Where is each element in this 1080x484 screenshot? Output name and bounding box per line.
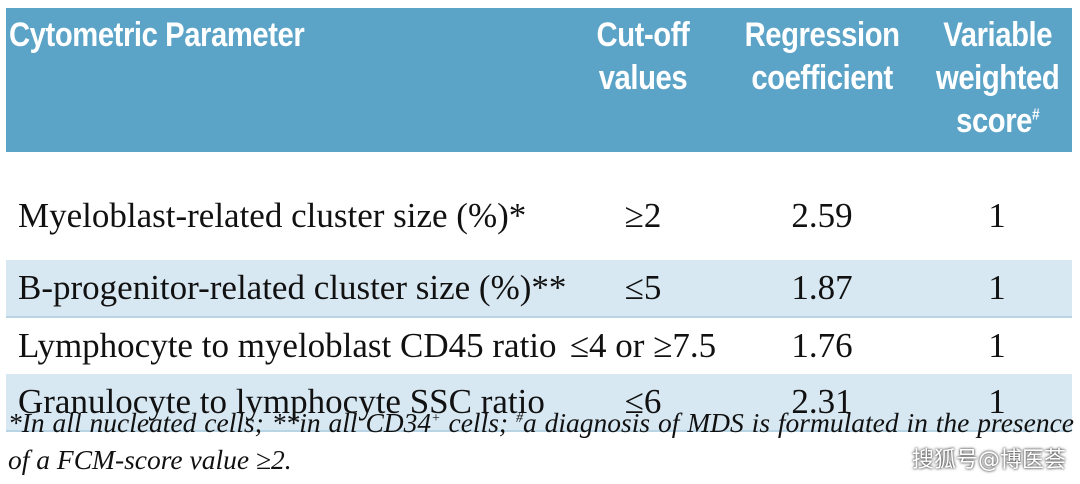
footnote-sup-hash: # bbox=[515, 410, 523, 426]
table-row: Lymphocyte to myeloblast CD45 ratio ≤4 o… bbox=[6, 316, 1072, 374]
row-parameter: Lymphocyte to myeloblast CD45 ratio bbox=[6, 316, 564, 374]
table-footnote: *In all nucleated cells; **in all CD34+ … bbox=[8, 404, 1074, 478]
row-score: 1 bbox=[922, 316, 1072, 374]
footnote-part1: *In all nucleated cells; **in all CD34 bbox=[8, 407, 432, 438]
row-parameter: B-progenitor-related cluster size (%)** bbox=[6, 260, 566, 317]
header-parameter: Cytometric Parameter bbox=[6, 8, 564, 152]
header-cutoff-label: Cut-off values bbox=[597, 14, 690, 100]
row-coefficient: 2.59 bbox=[791, 196, 853, 235]
row-cutoff: ≤6 bbox=[564, 374, 722, 430]
row-score: 1 bbox=[922, 260, 1072, 317]
cytometric-score-table: Cytometric Parameter Cut-off values Regr… bbox=[6, 8, 1072, 430]
table-row: B-progenitor-related cluster size (%)** … bbox=[6, 260, 1072, 317]
header-cutoff-line2: values bbox=[598, 59, 688, 97]
header-weighted-mark: # bbox=[1031, 106, 1040, 124]
row-cutoff: ≤4 or ≥7.5 bbox=[564, 316, 722, 374]
header-regression-line2: coefficient bbox=[751, 59, 893, 97]
header-cutoff: Cut-off values bbox=[564, 8, 722, 152]
table-row: Granulocyte to lymphocyte SSC ratio ≤6 2… bbox=[6, 374, 1072, 430]
data-table-container: Cytometric Parameter Cut-off values Regr… bbox=[6, 8, 1072, 432]
header-regression-line1: Regression bbox=[744, 16, 900, 54]
row-score: 1 bbox=[988, 196, 1006, 235]
header-weighted-score: Variable weighted score# bbox=[922, 8, 1072, 152]
header-parameter-label: Cytometric Parameter bbox=[9, 16, 305, 54]
row-parameter: Myeloblast-related cluster size (%)* bbox=[18, 196, 527, 235]
row-parameter: Granulocyte to lymphocyte SSC ratio bbox=[6, 374, 564, 430]
row-cutoff: ≥2 bbox=[624, 196, 662, 235]
table-header: Cytometric Parameter Cut-off values Regr… bbox=[6, 8, 1072, 152]
header-weighted-line2: weighted bbox=[936, 59, 1060, 97]
header-row: Cytometric Parameter Cut-off values Regr… bbox=[6, 8, 1072, 152]
header-cutoff-line1: Cut-off bbox=[596, 16, 690, 54]
table-body: Myeloblast-related cluster size (%)* ≥2 … bbox=[6, 152, 1072, 430]
row-coefficient: 1.87 bbox=[722, 260, 922, 317]
footnote-part3: a diagnosis of MDS is formulated in the … bbox=[8, 407, 1074, 475]
row-coefficient: 1.76 bbox=[722, 316, 922, 374]
source-watermark: 搜狐号@博医荟 bbox=[911, 448, 1066, 473]
row-score: 1 bbox=[922, 374, 1072, 430]
header-regression-label: Regression coefficient bbox=[745, 14, 900, 100]
header-weighted-line3: score bbox=[956, 102, 1032, 140]
row-cutoff: ≤5 bbox=[564, 260, 722, 317]
footnote-part2: cells; bbox=[440, 407, 516, 438]
header-regression: Regression coefficient bbox=[722, 8, 922, 152]
header-weighted-line1: Variable bbox=[943, 16, 1053, 54]
row-coefficient: 2.31 bbox=[722, 374, 922, 430]
header-weighted-label: Variable weighted score# bbox=[936, 14, 1060, 143]
footnote-sup-plus: + bbox=[431, 410, 441, 426]
table-row: Myeloblast-related cluster size (%)* ≥2 … bbox=[6, 152, 1072, 260]
